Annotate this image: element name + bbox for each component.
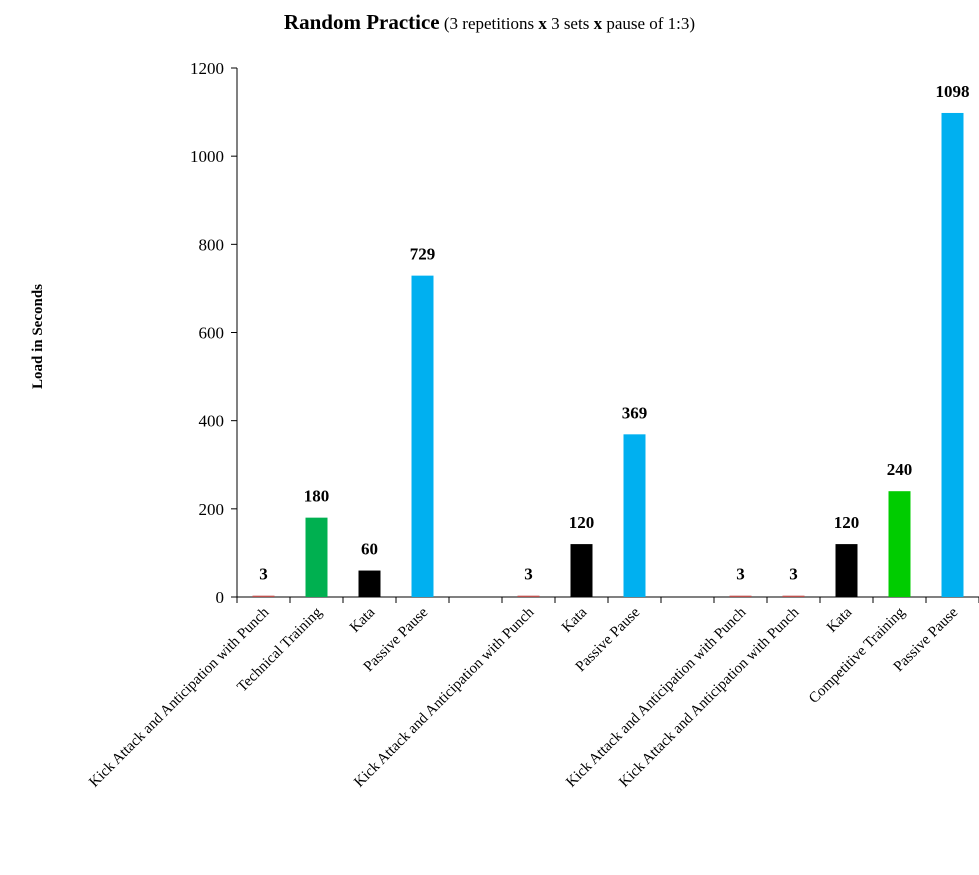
y-tick-label: 0	[216, 588, 225, 607]
subtitle-part: x	[593, 14, 603, 33]
category-label: Kick Attack and Anticipation with Punch	[86, 604, 272, 790]
y-tick-label: 800	[199, 235, 225, 254]
category-label: Kata	[824, 604, 856, 636]
bar	[570, 544, 593, 597]
data-label: 60	[361, 540, 378, 559]
subtitle-part: (3 repetitions	[443, 14, 539, 33]
bar	[729, 595, 752, 597]
category-label: Kata	[347, 604, 379, 636]
category-label: Kick Attack and Anticipation with Punch	[351, 604, 537, 790]
data-label: 180	[304, 487, 330, 506]
chart-title: Random Practice	[283, 10, 440, 34]
bar	[252, 595, 275, 597]
y-tick-label: 400	[199, 412, 225, 431]
category-label: Kick Attack and Anticipation with Punch	[563, 604, 749, 790]
y-axis-title: Load in Seconds	[30, 284, 46, 389]
bar	[623, 434, 646, 597]
y-tick-label: 600	[199, 324, 225, 343]
data-label: 3	[789, 565, 798, 584]
bar	[835, 544, 858, 597]
bar	[888, 491, 911, 597]
data-label: 369	[622, 403, 648, 422]
data-label: 120	[569, 513, 595, 532]
data-label: 3	[736, 565, 745, 584]
data-label: 729	[410, 245, 436, 264]
subtitle-part: x	[538, 14, 547, 33]
bar	[358, 570, 381, 597]
data-label: 240	[887, 460, 913, 479]
subtitle-part: 3 sets	[546, 14, 594, 33]
subtitle-part: pause of 1:3)	[602, 14, 696, 33]
bar	[411, 275, 434, 597]
chart-title-line: Random Practice (3 repetitions x 3 sets …	[0, 10, 979, 35]
category-label: Competitive Training	[806, 604, 909, 707]
y-tick-label: 200	[199, 500, 225, 519]
data-label: 1098	[936, 82, 970, 101]
bar	[305, 517, 328, 597]
category-label: Kata	[559, 604, 591, 636]
y-tick-label: 1000	[190, 147, 224, 166]
data-label: 3	[524, 565, 533, 584]
bar	[517, 595, 540, 597]
y-tick-label: 1200	[190, 59, 224, 78]
chart-subtitle: (3 repetitions x 3 sets x pause of 1:3)	[444, 14, 695, 33]
data-label: 120	[834, 513, 860, 532]
data-label: 3	[259, 565, 268, 584]
bar	[782, 595, 805, 597]
bar	[941, 112, 964, 597]
